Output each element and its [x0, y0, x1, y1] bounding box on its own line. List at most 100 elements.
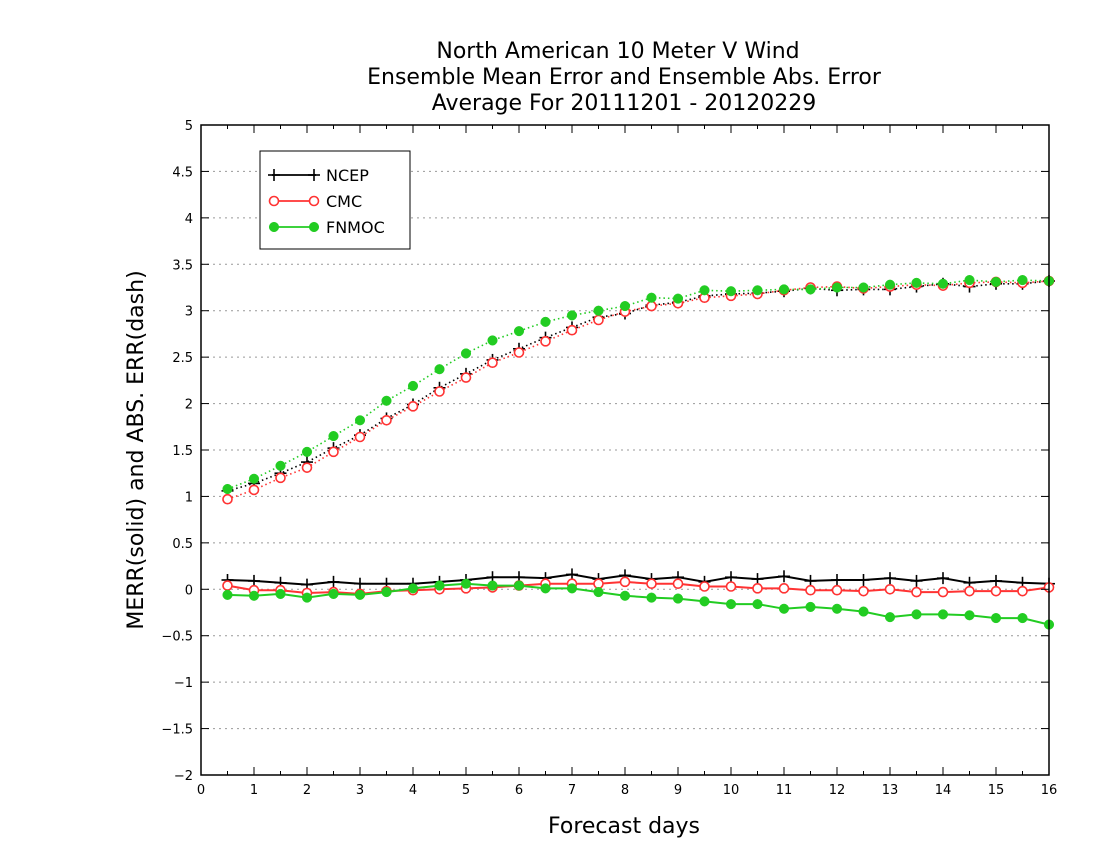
fnmoc-mean-error-point: [911, 609, 922, 620]
fnmoc-abs-error-point: [566, 310, 578, 321]
ncep-mean-error-point: [327, 575, 340, 588]
fnmoc-mean-error-point: [460, 578, 472, 589]
ncep-mean-error-point: [937, 572, 949, 585]
cmc-mean-error-point: [831, 584, 843, 596]
legend: NCEP CMC FNMOC: [259, 150, 411, 250]
ncep-mean-error-point: [884, 572, 896, 585]
y-tick-label: −0.5: [161, 630, 193, 645]
fnmoc-mean-error-point: [646, 592, 657, 603]
fnmoc-mean-error-line: [227, 582, 1050, 626]
fnmoc-abs-error-point: [937, 278, 949, 289]
fnmoc-abs-error-point: [990, 276, 1002, 287]
fnmoc-mean-error-point: [381, 587, 392, 598]
fnmoc-mean-error-point: [805, 601, 816, 612]
cmc-mean-error-point: [672, 578, 684, 590]
title-line-1: North American 10 Meter V Wind: [436, 39, 799, 64]
cmc-mean-error-point: [990, 585, 1002, 597]
fnmoc-abs-error-point: [672, 293, 684, 304]
fnmoc-mean-error-point: [990, 613, 1002, 624]
legend-entries: NCEP CMC FNMOC: [268, 166, 385, 237]
chart-title: North American 10 Meter V Wind Ensemble …: [367, 39, 882, 116]
fnmoc-abs-error-point: [805, 284, 816, 295]
legend-marker: [268, 221, 280, 233]
cmc-abs-error-point: [248, 484, 260, 496]
fnmoc-abs-error-point: [752, 285, 763, 296]
x-tick-label: 0: [197, 783, 205, 798]
x-axis-label: Forecast days: [548, 814, 700, 839]
cmc-mean-error-point: [725, 581, 737, 592]
ncep-mean-error-point: [354, 577, 366, 590]
fnmoc-mean-error-point: [513, 580, 525, 591]
fnmoc-mean-error-point: [487, 580, 498, 591]
cmc-abs-error-line: [227, 280, 1050, 500]
cmc-mean-error-point: [699, 581, 710, 592]
fnmoc-mean-error-point: [725, 599, 737, 610]
cmc-abs-error-point: [301, 462, 313, 473]
fnmoc-mean-error-point: [566, 583, 578, 594]
y-tick-label: 1: [185, 490, 193, 505]
fnmoc-mean-error-point: [672, 593, 684, 604]
cmc-abs-error-point: [328, 446, 339, 458]
y-tick-label: 3.5: [172, 258, 193, 273]
fnmoc-mean-error-point: [937, 609, 949, 620]
x-tick-label: 2: [303, 783, 311, 798]
fnmoc-abs-error-point: [884, 279, 896, 290]
cmc-abs-error-point: [513, 347, 525, 358]
cmc-mean-error-point: [884, 583, 896, 595]
fnmoc-abs-error-point: [328, 431, 339, 442]
fnmoc-abs-error-point: [381, 395, 392, 406]
legend-box: [259, 150, 411, 250]
fnmoc-abs-error-point: [725, 286, 737, 297]
cmc-abs-error-point: [434, 386, 445, 397]
legend-marker: [268, 169, 280, 181]
fnmoc-mean-error-point: [407, 583, 419, 594]
legend-label-cmc: CMC: [326, 192, 362, 211]
cmc-abs-error-point: [275, 472, 286, 484]
fnmoc-mean-error-point: [354, 589, 366, 600]
cmc-mean-error-point: [619, 576, 631, 588]
fnmoc-abs-error-line: [227, 279, 1050, 490]
ncep-mean-error-point: [778, 570, 790, 583]
y-tick-label: 4.5: [172, 165, 193, 180]
legend-label-ncep: NCEP: [326, 166, 369, 185]
cmc-mean-error-point: [593, 578, 604, 590]
fnmoc-mean-error-point: [619, 590, 631, 601]
fnmoc-mean-error-point: [222, 589, 233, 600]
x-tick-label: 9: [674, 783, 682, 798]
fnmoc-mean-error-point: [540, 583, 551, 594]
y-tick-label: 5: [185, 119, 193, 134]
cmc-abs-error-point: [460, 372, 472, 383]
legend-entry-ncep: NCEP: [268, 166, 369, 185]
x-tick-label: 15: [988, 783, 1005, 798]
legend-marker: [308, 195, 320, 207]
cmc-abs-error-point: [487, 357, 498, 369]
legend-marker: [308, 169, 320, 181]
fnmoc-mean-error-point: [434, 580, 445, 591]
cmc-mean-error-point: [646, 578, 657, 590]
fnmoc-abs-error-point: [619, 301, 631, 312]
fnmoc-mean-error-point: [778, 603, 790, 614]
y-tick-label: 3: [185, 305, 193, 320]
axis-ticks: −2−1.5−1−0.500.511.522.533.544.550 1 2 3 4 5 6…: [161, 119, 1057, 798]
y-tick-label: 4: [185, 212, 193, 227]
y-tick-label: 0.5: [172, 537, 193, 552]
cmc-mean-error-point: [911, 586, 922, 598]
cmc-mean-error-point: [752, 583, 763, 594]
cmc-mean-error-point: [778, 583, 790, 594]
y-tick-label: 1.5: [172, 444, 193, 459]
cmc-abs-error-point: [646, 300, 657, 312]
legend-entry-fnmoc: FNMOC: [268, 218, 385, 237]
y-tick-label: 0: [185, 583, 193, 598]
ncep-mean-error-point: [831, 574, 843, 586]
cmc-mean-error-point: [964, 585, 975, 597]
cmc-mean-error-point: [858, 585, 869, 597]
cmc-abs-error-point: [566, 324, 578, 336]
fnmoc-abs-error-point: [222, 483, 233, 495]
fnmoc-mean-error-point: [884, 612, 896, 623]
fnmoc-mean-error-point: [699, 596, 710, 607]
y-tick-label: 2.5: [172, 351, 193, 366]
x-tick-label: 13: [882, 783, 899, 798]
fnmoc-mean-error-point: [858, 606, 869, 617]
fnmoc-abs-error-point: [487, 335, 498, 346]
